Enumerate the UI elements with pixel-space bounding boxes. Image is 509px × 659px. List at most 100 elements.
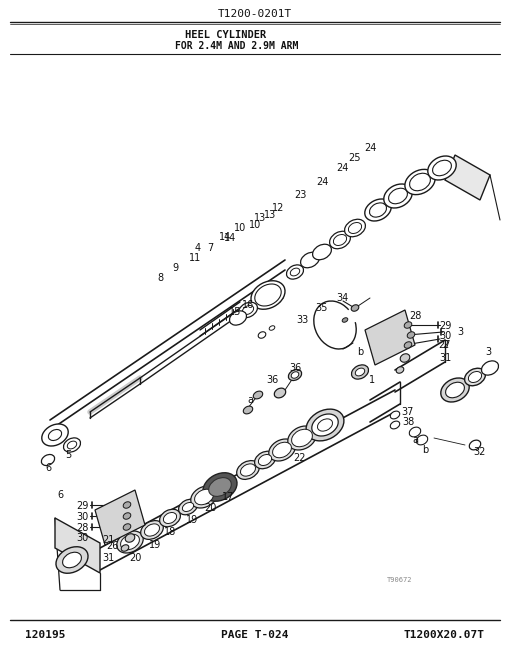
Ellipse shape — [182, 502, 193, 511]
Ellipse shape — [208, 478, 231, 496]
Text: 10: 10 — [234, 223, 246, 233]
Ellipse shape — [409, 173, 430, 190]
Text: 30: 30 — [76, 533, 88, 543]
Ellipse shape — [159, 509, 180, 527]
Ellipse shape — [404, 169, 434, 194]
Ellipse shape — [286, 265, 303, 279]
Polygon shape — [55, 518, 100, 573]
Ellipse shape — [406, 331, 414, 338]
Ellipse shape — [194, 489, 213, 505]
Ellipse shape — [178, 500, 197, 515]
Ellipse shape — [48, 430, 62, 440]
Ellipse shape — [258, 455, 271, 465]
Text: 29: 29 — [438, 321, 450, 331]
Ellipse shape — [163, 513, 176, 523]
Ellipse shape — [432, 160, 450, 176]
Text: 21: 21 — [102, 535, 114, 545]
Ellipse shape — [63, 552, 81, 568]
Text: 3: 3 — [456, 327, 462, 337]
Text: 26: 26 — [105, 541, 118, 551]
Ellipse shape — [342, 318, 347, 322]
Text: 6: 6 — [45, 463, 51, 473]
Text: 33: 33 — [295, 315, 307, 325]
Text: 23: 23 — [293, 190, 305, 200]
Text: b: b — [356, 347, 362, 357]
Text: 28: 28 — [408, 311, 420, 321]
Text: 27: 27 — [438, 340, 450, 350]
Ellipse shape — [409, 427, 420, 437]
Text: 9: 9 — [172, 263, 178, 273]
Text: 3: 3 — [484, 347, 490, 357]
Text: 4: 4 — [194, 243, 201, 253]
Ellipse shape — [383, 184, 411, 208]
Ellipse shape — [311, 414, 337, 436]
Ellipse shape — [291, 429, 312, 447]
Text: 20: 20 — [204, 503, 216, 513]
Ellipse shape — [117, 531, 143, 553]
Ellipse shape — [253, 391, 262, 399]
Ellipse shape — [63, 438, 80, 452]
Text: 24: 24 — [363, 143, 376, 153]
Text: HEEL CYLINDER: HEEL CYLINDER — [185, 30, 266, 40]
Ellipse shape — [364, 199, 390, 221]
Text: 19: 19 — [185, 515, 197, 525]
Text: 15: 15 — [229, 307, 241, 317]
Ellipse shape — [480, 361, 497, 375]
Ellipse shape — [333, 235, 346, 246]
Ellipse shape — [144, 524, 159, 536]
Ellipse shape — [415, 435, 427, 445]
Ellipse shape — [190, 486, 217, 508]
Polygon shape — [444, 155, 489, 200]
Text: T1200-0201T: T1200-0201T — [217, 9, 292, 19]
Text: 120195: 120195 — [25, 630, 65, 640]
Ellipse shape — [254, 284, 280, 306]
Ellipse shape — [268, 439, 295, 461]
Ellipse shape — [290, 268, 299, 276]
Text: a: a — [411, 435, 417, 445]
Text: 14: 14 — [223, 233, 236, 243]
Ellipse shape — [348, 223, 361, 233]
Ellipse shape — [243, 406, 252, 414]
Text: 7: 7 — [207, 243, 213, 253]
Text: 30: 30 — [438, 331, 450, 341]
Ellipse shape — [467, 372, 480, 382]
Text: 35: 35 — [315, 303, 328, 313]
Ellipse shape — [41, 455, 54, 465]
Ellipse shape — [388, 188, 407, 204]
Text: T90672: T90672 — [386, 577, 412, 583]
Text: 25: 25 — [348, 153, 360, 163]
Ellipse shape — [269, 326, 274, 330]
Text: 30: 30 — [76, 512, 88, 522]
Text: T1200X20.07T: T1200X20.07T — [403, 630, 484, 640]
Text: 1: 1 — [368, 375, 374, 385]
Text: 32: 32 — [473, 447, 485, 457]
Ellipse shape — [287, 426, 316, 450]
Ellipse shape — [404, 322, 411, 328]
Ellipse shape — [123, 513, 130, 519]
Text: 28: 28 — [76, 523, 88, 533]
Text: 13: 13 — [263, 210, 275, 220]
Ellipse shape — [203, 473, 237, 501]
Polygon shape — [364, 310, 414, 365]
Ellipse shape — [427, 156, 456, 180]
Text: PAGE T-024: PAGE T-024 — [221, 630, 288, 640]
Text: 37: 37 — [401, 407, 413, 417]
Ellipse shape — [317, 419, 332, 431]
Text: 31: 31 — [438, 353, 450, 363]
Text: 12: 12 — [271, 203, 284, 213]
Ellipse shape — [440, 378, 468, 402]
Text: 29: 29 — [76, 501, 88, 511]
Ellipse shape — [229, 311, 246, 325]
Ellipse shape — [240, 464, 255, 476]
Text: 13: 13 — [253, 213, 266, 223]
Text: FOR 2.4M AND 2.9M ARM: FOR 2.4M AND 2.9M ARM — [175, 41, 298, 51]
Text: 2: 2 — [441, 340, 447, 350]
Text: 6: 6 — [57, 490, 63, 500]
Ellipse shape — [250, 281, 285, 309]
Ellipse shape — [236, 461, 259, 479]
Text: 38: 38 — [401, 417, 413, 427]
Text: 36: 36 — [265, 375, 277, 385]
Ellipse shape — [272, 442, 291, 458]
Ellipse shape — [291, 372, 298, 378]
Ellipse shape — [329, 231, 350, 248]
